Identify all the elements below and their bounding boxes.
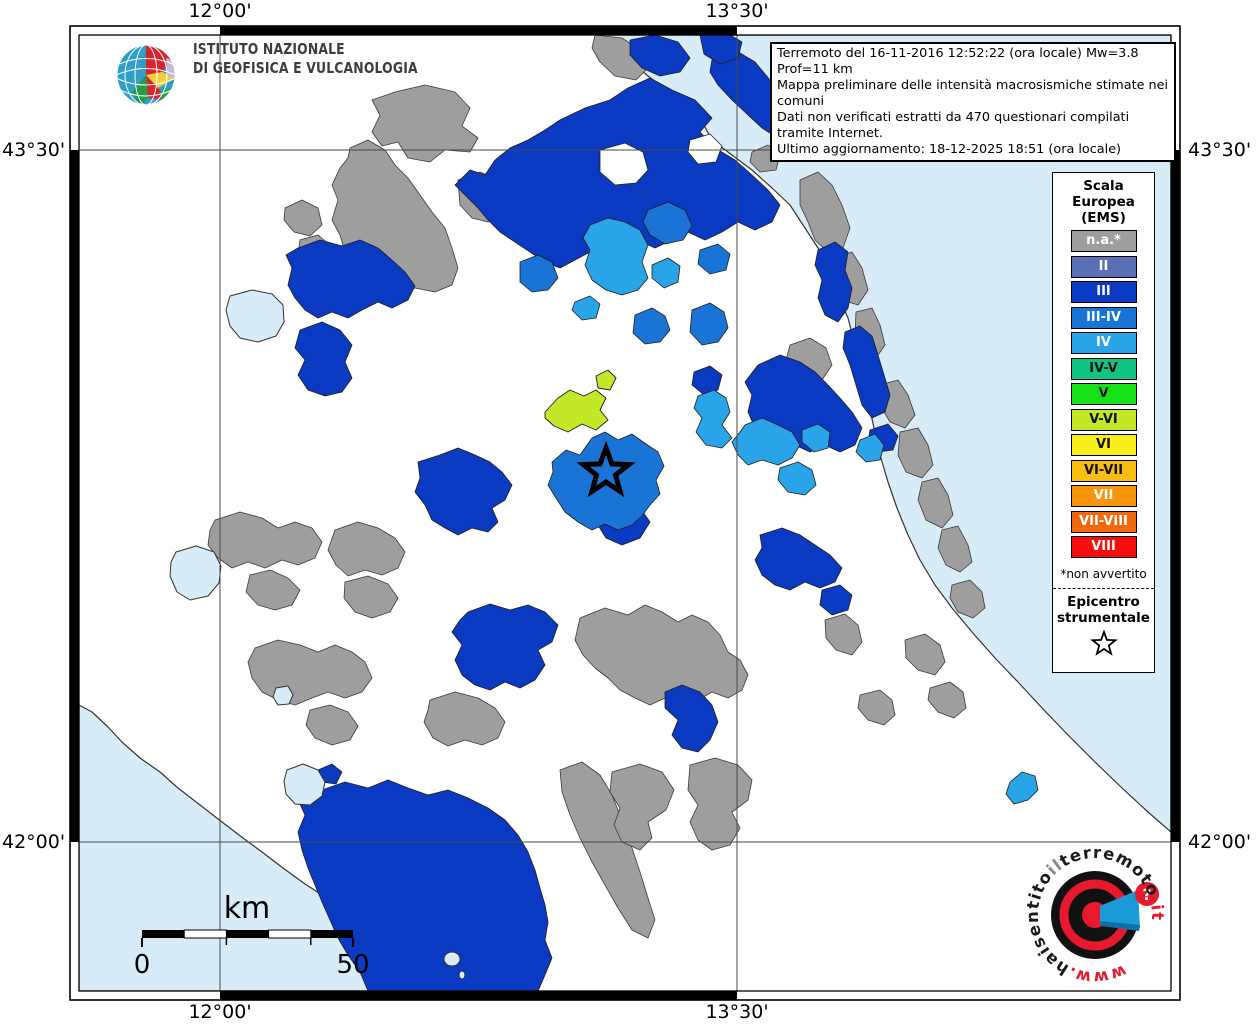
municipality-v-vi [544,369,617,433]
lat-label-right-top: 43°30' [1188,139,1252,161]
lon-label-top-left: 12°00' [188,0,252,22]
ems-legend: Scala Europea (EMS) n.a.* II III III-IV IV IV… [1052,172,1155,673]
legend-items: n.a.* II III III-IV IV IV-V V V-VI VI VI-VII VII VI… [1053,230,1154,558]
event-info-line3: Dati non verificati estratti da 470 ques… [777,110,1130,141]
scale-unit-label: km [224,891,271,926]
ingv-wordmark: ISTITUTO NAZIONALE DI GEOFISICA E VULCAN… [193,40,418,78]
legend-item-vii: VII [1070,485,1137,507]
lake-vico [272,685,294,706]
legend-item-ii: II [1070,255,1137,278]
legend-item-viii: VIII [1070,536,1137,558]
lat-label-right-bottom: 42°00' [1188,831,1252,853]
megaphone-icon [1100,890,1140,928]
lake-bolsena [169,545,222,601]
question-badge [1135,882,1159,906]
lon-label-top-right: 13°30' [705,0,769,22]
scale-start-label: 0 [134,950,151,980]
ingv-branding: ISTITUTO NAZIONALE DI GEOFISICA E VULCAN… [98,40,474,78]
municipalities-iv [571,217,1039,805]
lat-label-left-top: 43°30' [2,139,66,161]
ingv-line1: ISTITUTO NAZIONALE [193,40,345,58]
svg-text:?: ? [1142,885,1151,904]
legend-item-v-vi: V-VI [1070,408,1137,431]
event-info-line2: Mappa preliminare delle intensità macros… [777,78,1169,109]
coastal-pond-small [458,970,466,980]
lakes [169,289,466,980]
legend-item-v: V [1070,383,1137,405]
legend-item-n-a-: n.a.* [1070,230,1137,252]
lake-bracciano [283,763,326,806]
event-info-line4: Ultimo aggiornamento: 18-12-2025 18:51 (… [777,142,1122,157]
legend-item-vii-viii: VII-VIII [1070,510,1137,533]
legend-item-iii: III [1070,281,1137,303]
ingv-line2: DI GEOFISICA E VULCANOLOGIA [193,59,418,77]
coastal-pond [443,951,461,967]
map-frame [69,25,1181,1001]
legend-item-vi: VI [1070,434,1137,456]
legend-item-vi-vii: VI-VII [1070,459,1137,482]
event-info-box: Terremoto del 16-11-2016 12:52:22 (ora l… [770,42,1176,162]
scale-end-label: 50 [336,950,369,980]
legend-item-iv-v: IV-V [1070,357,1137,380]
epicenter-star [576,440,636,498]
legend-separator [1053,588,1154,589]
legend-footnote: *non avvertito [1060,567,1147,581]
legend-title: Scala Europea (EMS) [1072,178,1135,226]
lake-trasimeno [225,289,285,343]
lat-label-left-bottom: 42°00' [2,831,66,853]
legend-item-iii-iv: III-IV [1070,306,1137,329]
lon-label-bottom-right: 13°30' [705,1001,769,1023]
legend-item-iv: IV [1070,332,1137,354]
legend-epicenter-star [1053,629,1154,662]
lon-label-bottom-left: 12°00' [188,1001,252,1023]
event-info-line1: Terremoto del 16-11-2016 12:52:22 (ora l… [777,46,1139,77]
scale-bar: km 0 50 [134,891,370,980]
ingv-logo [115,44,177,106]
white-enclaves [599,133,723,186]
legend-epicenter-label: Epicentro strumentale [1057,594,1150,626]
